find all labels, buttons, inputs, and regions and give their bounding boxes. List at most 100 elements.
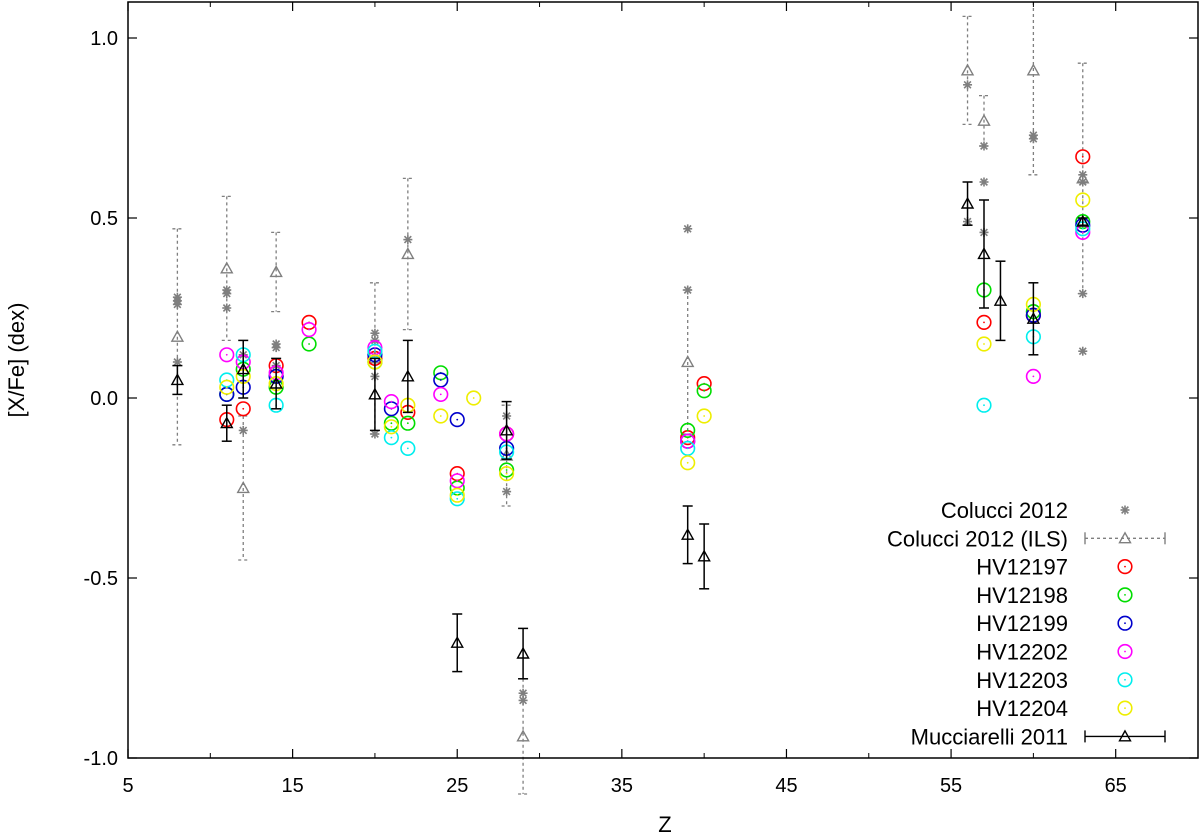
- data-point: [400, 415, 416, 431]
- series-colucci-2012: [172, 80, 1088, 705]
- series-hv12204: [219, 192, 1091, 503]
- x-tick-label: 15: [281, 775, 303, 797]
- error-bar: [682, 289, 693, 435]
- data-point: [979, 177, 989, 187]
- y-tick-label: 0.5: [90, 208, 118, 230]
- y-tick-label: -0.5: [84, 568, 118, 590]
- error-bar: [271, 231, 282, 313]
- y-axis-label: [X/Fe] (dex): [4, 303, 29, 418]
- legend-symbol: [1120, 505, 1130, 515]
- error-bar: [699, 523, 710, 590]
- data-point: [269, 376, 283, 389]
- legend-label: HV12202: [976, 640, 1068, 665]
- data-point: [960, 196, 975, 209]
- error-bar: [1077, 217, 1088, 226]
- error-bar: [402, 339, 413, 414]
- error-bar: [369, 357, 380, 432]
- data-point: [1075, 192, 1091, 208]
- data-point: [976, 336, 992, 352]
- y-tick-label: 0.0: [90, 388, 118, 410]
- data-point: [516, 729, 530, 742]
- data-point: [696, 383, 712, 399]
- data-point: [449, 412, 465, 428]
- data-point: [401, 247, 415, 260]
- data-point: [170, 373, 185, 386]
- error-bar: [221, 404, 232, 442]
- data-point: [219, 347, 235, 363]
- series-hv12197: [219, 149, 1091, 482]
- data-point: [499, 423, 514, 436]
- error-bar: [518, 627, 529, 680]
- error-bar: [962, 181, 973, 226]
- data-point: [993, 293, 1008, 306]
- legend-label: HV12199: [976, 611, 1068, 636]
- legend-symbol: [1117, 700, 1133, 716]
- legend-label: HV12197: [976, 555, 1068, 580]
- data-point: [1025, 368, 1041, 385]
- legend-label: Colucci 2012 (ILS): [887, 526, 1068, 551]
- error-bar: [221, 195, 232, 342]
- series-hv12203: [219, 221, 1091, 507]
- data-point: [466, 390, 482, 406]
- data-point: [1026, 311, 1041, 324]
- error-bar: [238, 415, 249, 561]
- data-point: [433, 408, 449, 424]
- data-point: [383, 419, 399, 435]
- data-point: [449, 473, 465, 489]
- data-point: [433, 372, 449, 388]
- error-bar: [172, 364, 183, 396]
- legend-symbol: [1117, 643, 1133, 660]
- series-hv12199: [219, 217, 1091, 457]
- error-bar: [452, 613, 463, 673]
- data-point: [383, 415, 399, 431]
- x-tick-label: 35: [611, 775, 633, 797]
- data-point: [499, 462, 515, 478]
- data-point: [433, 386, 449, 403]
- data-point: [681, 355, 695, 368]
- data-point: [236, 362, 250, 375]
- data-point: [976, 397, 992, 413]
- data-point: [235, 401, 251, 417]
- error-bar: [1028, 282, 1039, 356]
- legend-label: HV12204: [976, 696, 1068, 721]
- data-point: [976, 314, 992, 331]
- data-point: [697, 549, 711, 562]
- data-point: [449, 487, 465, 503]
- legend-label: HV12203: [976, 668, 1068, 693]
- data-point: [683, 224, 693, 234]
- legend-label: Mucciarelli 2011: [911, 724, 1068, 749]
- data-point: [1076, 171, 1090, 184]
- x-tick-label: 65: [1105, 775, 1127, 797]
- data-point: [450, 635, 464, 648]
- error-bar: [501, 400, 512, 460]
- series-colucci-2012-ils-: [170, 0, 1090, 795]
- data-point: [400, 440, 416, 457]
- legend-symbol: [1117, 587, 1133, 603]
- axis-ticks: 5 15 25 35 45 55 65 -1.0 -0.5 0.0 0.5 1.0: [84, 2, 1198, 797]
- data-point: [220, 261, 234, 274]
- error-bar: [979, 94, 989, 147]
- plot-frame: [127, 1, 1199, 759]
- data-point: [220, 416, 234, 429]
- data-point: [499, 466, 515, 482]
- series-hv12202: [219, 224, 1091, 489]
- data-point: [383, 394, 399, 410]
- error-bar: [979, 199, 989, 309]
- error-bar: [402, 177, 413, 331]
- error-bar: [995, 260, 1006, 342]
- x-axis-label: Z: [658, 812, 671, 837]
- data-point: [368, 387, 382, 400]
- x-tick-label: 55: [940, 775, 962, 797]
- data-point: [516, 646, 530, 659]
- legend-symbol: [1117, 558, 1133, 575]
- data-layer: [170, 0, 1091, 795]
- y-tick-label: -1.0: [84, 748, 118, 770]
- data-point: [681, 527, 695, 540]
- data-point: [696, 408, 712, 424]
- data-point: [977, 113, 991, 126]
- data-point: [1075, 149, 1091, 165]
- legend-symbol: [1117, 672, 1133, 688]
- legend-symbol: [1117, 615, 1133, 631]
- legend-label: Colucci 2012: [941, 498, 1068, 523]
